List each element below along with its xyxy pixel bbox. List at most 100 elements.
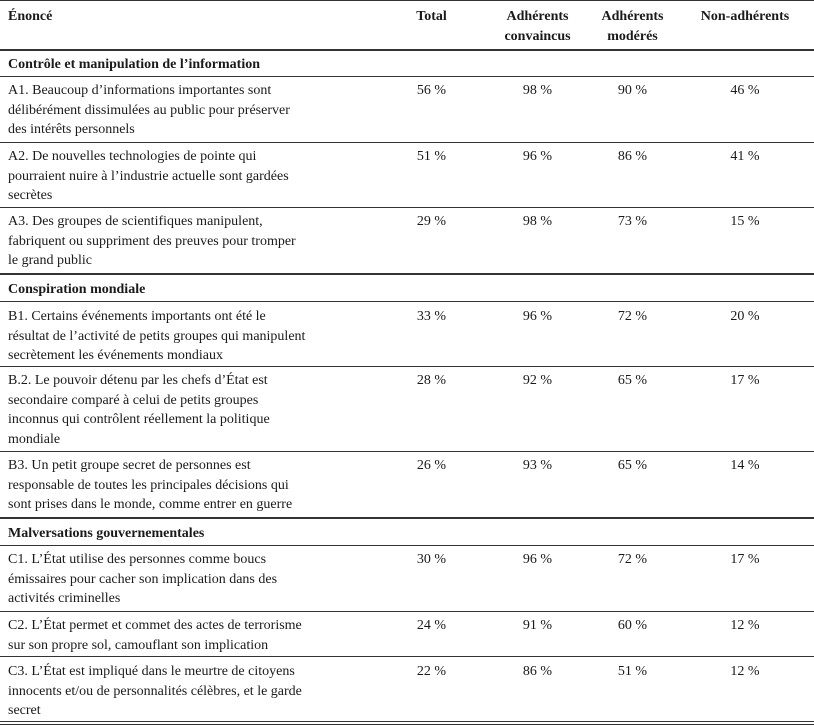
statement-line: sont prises dans le monde, comme entrer … — [8, 497, 293, 512]
value-convaincus: 98 % — [522, 214, 553, 229]
row-divider — [0, 656, 814, 657]
row-divider — [0, 545, 814, 546]
statement-b2: B.2. Le pouvoir détenu par les chefs d’É… — [8, 371, 368, 449]
row-divider — [0, 301, 814, 302]
section-rule — [0, 273, 814, 275]
value-total: 51 % — [416, 149, 447, 164]
value-non-adherents: 41 % — [730, 149, 760, 164]
value-convaincus: 93 % — [522, 458, 553, 473]
statement-line: secret — [8, 703, 41, 718]
value-total: 26 % — [416, 458, 447, 473]
value-non-adherents: 46 % — [730, 83, 760, 98]
value-total: 22 % — [416, 664, 447, 679]
value-total: 33 % — [416, 309, 447, 324]
header-convaincus-line1: Adhérents — [506, 9, 569, 24]
header-convaincus-line2: convaincus — [504, 28, 571, 44]
row-divider — [0, 142, 814, 143]
value-moderes: 65 % — [617, 458, 648, 473]
value-non-adherents: 12 % — [730, 618, 760, 633]
header-convaincus: Adhérents convaincus — [490, 7, 585, 46]
value-non-adherents: 20 % — [730, 309, 760, 324]
value-convaincus: 96 % — [522, 149, 553, 164]
section-title: Conspiration mondiale — [8, 282, 146, 297]
statement-c1: C1. L’État utilise des personnes comme b… — [8, 550, 368, 609]
row-divider — [0, 76, 814, 77]
statement-line: responsable de toutes les principales dé… — [8, 477, 289, 493]
statement-line: pourraient nuire à l’industrie actuelle … — [8, 168, 289, 184]
table-bottom-rule — [0, 721, 814, 722]
section-rule — [0, 517, 814, 519]
statement-c3: C3. L’État est impliqué dans le meurtre … — [8, 662, 368, 721]
value-moderes: 73 % — [617, 214, 648, 229]
value-moderes: 90 % — [617, 83, 648, 98]
statement-line: mondiale — [8, 431, 61, 447]
statement-c2: C2. L’État permet et commet des actes de… — [8, 616, 368, 655]
statement-line: C3. L’État est impliqué dans le meurtre … — [8, 664, 295, 679]
statement-line: A3. Des groupes de scientifiques manipul… — [8, 214, 263, 229]
value-convaincus: 96 % — [522, 309, 553, 324]
header-rule — [0, 49, 814, 51]
statement-line: des intérêts personnels — [8, 122, 135, 137]
statement-a3: A3. Des groupes de scientifiques manipul… — [8, 212, 368, 271]
header-enonce: Énoncé — [8, 9, 53, 24]
value-moderes: 51 % — [617, 664, 648, 679]
statement-line: B.2. Le pouvoir détenu par les chefs d’É… — [8, 373, 268, 388]
value-total: 56 % — [416, 83, 447, 98]
value-convaincus: 96 % — [522, 552, 553, 567]
statement-line: délibérément dissimulées au public pour … — [8, 102, 290, 118]
statement-line: secondaire comparé à celui de petits gro… — [8, 392, 259, 408]
statement-line: A2. De nouvelles technologies de pointe … — [8, 149, 257, 164]
value-convaincus: 86 % — [522, 664, 553, 679]
statement-b3: B3. Un petit groupe secret de personnes … — [8, 456, 368, 515]
value-non-adherents: 17 % — [730, 552, 760, 567]
value-total: 28 % — [416, 373, 447, 388]
statement-line: fabriquent ou suppriment des preuves pou… — [8, 233, 296, 249]
value-moderes: 60 % — [617, 618, 648, 633]
header-moderes-line1: Adhérents — [601, 9, 664, 24]
statement-line: C2. L’État permet et commet des actes de… — [8, 618, 302, 633]
value-convaincus: 98 % — [522, 83, 553, 98]
value-non-adherents: 14 % — [730, 458, 760, 473]
value-non-adherents: 15 % — [730, 214, 760, 229]
table-bottom-rule-double — [0, 724, 814, 725]
value-convaincus: 92 % — [522, 373, 553, 388]
statement-line: résultat de l’activité de petits groupes… — [8, 328, 306, 344]
header-non-adherents: Non-adhérents — [700, 9, 790, 24]
value-convaincus: 91 % — [522, 618, 553, 633]
statement-b1: B1. Certains événements importants ont é… — [8, 307, 368, 366]
statement-line: innocents et/ou de personnalités célèbre… — [8, 683, 302, 699]
value-total: 29 % — [416, 214, 447, 229]
statement-line: inconnus qui contrôlent réellement la po… — [8, 412, 270, 427]
table-top-rule — [0, 0, 814, 1]
statement-line: sur son propre sol, camouflant son impli… — [8, 637, 269, 653]
statement-line: C1. L’État utilise des personnes comme b… — [8, 552, 267, 567]
statement-line: le grand public — [8, 253, 92, 268]
value-moderes: 72 % — [617, 552, 648, 567]
statement-a2: A2. De nouvelles technologies de pointe … — [8, 147, 368, 206]
value-non-adherents: 17 % — [730, 373, 760, 388]
value-moderes: 86 % — [617, 149, 648, 164]
statement-line: B1. Certains événements importants ont é… — [8, 309, 266, 324]
value-total: 30 % — [416, 552, 447, 567]
statement-line: émissaires pour cacher son implication d… — [8, 571, 278, 587]
value-total: 24 % — [416, 618, 447, 633]
header-moderes: Adhérents modérés — [590, 7, 675, 46]
row-divider — [0, 207, 814, 208]
section-title: Contrôle et manipulation de l’informatio… — [8, 57, 260, 72]
section-title: Malversations gouvernementales — [8, 526, 205, 541]
statement-line: secrètement les événements mondiaux — [8, 348, 223, 363]
header-total: Total — [416, 9, 447, 24]
statement-line: secrètes — [8, 188, 53, 203]
statement-line: activités criminelles — [8, 591, 121, 606]
value-non-adherents: 12 % — [730, 664, 760, 679]
row-divider — [0, 366, 814, 367]
row-divider — [0, 451, 814, 452]
statement-line: B3. Un petit groupe secret de personnes … — [8, 458, 251, 473]
header-moderes-line2: modérés — [607, 28, 658, 44]
value-moderes: 72 % — [617, 309, 648, 324]
row-divider — [0, 611, 814, 612]
statement-line: A1. Beaucoup d’informations importantes … — [8, 83, 272, 98]
statement-a1: A1. Beaucoup d’informations importantes … — [8, 81, 368, 140]
value-moderes: 65 % — [617, 373, 648, 388]
